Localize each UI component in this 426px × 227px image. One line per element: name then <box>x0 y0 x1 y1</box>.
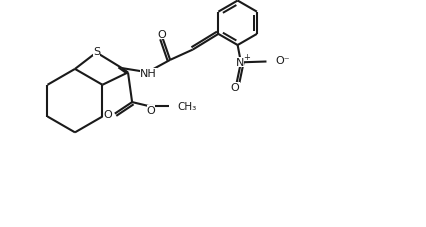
Text: CH₃: CH₃ <box>177 102 196 112</box>
Text: +: + <box>243 53 250 62</box>
Text: S: S <box>93 47 101 57</box>
Text: O⁻: O⁻ <box>276 56 290 66</box>
Text: N: N <box>236 58 244 68</box>
Text: O: O <box>157 30 166 40</box>
Text: O: O <box>147 106 155 116</box>
Text: O: O <box>104 110 112 120</box>
Text: NH: NH <box>140 69 157 79</box>
Text: O: O <box>231 83 239 93</box>
